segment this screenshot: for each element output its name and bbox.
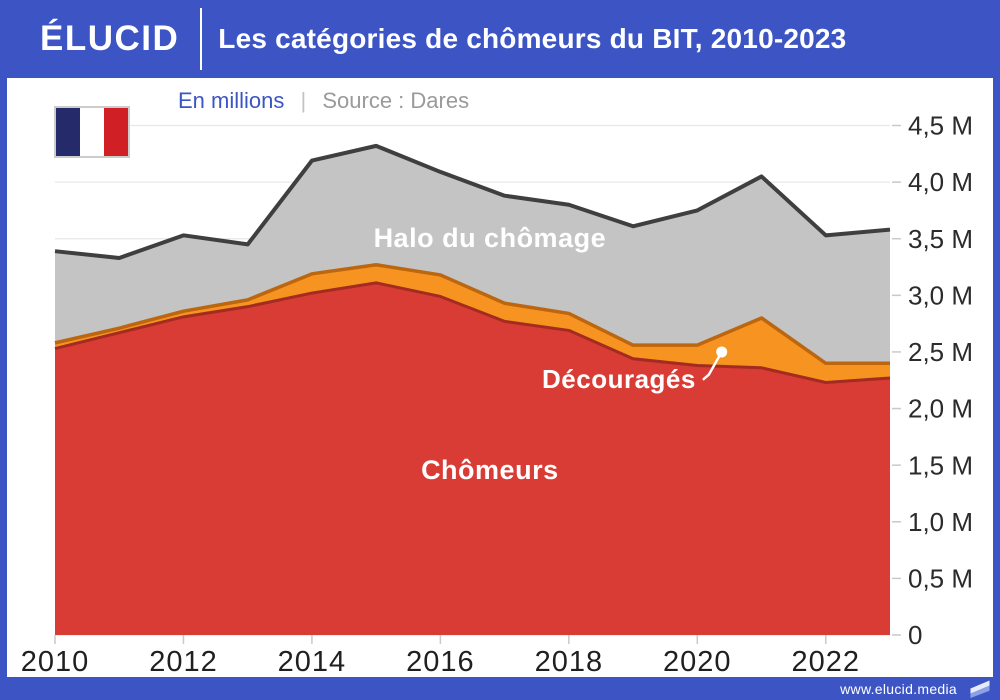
left-border [0, 0, 7, 700]
header-divider [200, 8, 203, 70]
area-3 [55, 145, 890, 364]
x-tick-label: 2010 [21, 646, 90, 678]
france-flag-icon [54, 106, 130, 158]
area-top-stroke [54, 263, 890, 366]
x-tick-label: 2018 [535, 646, 604, 678]
elucid-logo: ÉLUCID [40, 19, 180, 58]
y-tick-label: 4,0 M [908, 167, 973, 197]
series-label: Halo du chômage [374, 223, 607, 253]
footer-bar: www.elucid.media [0, 677, 1000, 700]
area-1 [55, 282, 890, 635]
annotation-dot [716, 346, 728, 358]
y-tick-label: 0,5 M [908, 563, 973, 593]
y-tick-label: 0 [908, 620, 922, 650]
source-label: Source : Dares [322, 88, 470, 113]
y-tick-label: 1,5 M [908, 450, 973, 480]
area-top-stroke [54, 143, 891, 260]
x-tick-label: 2014 [278, 646, 347, 678]
annotation-leader-line [702, 350, 723, 381]
y-tick-label: 3,5 M [908, 224, 973, 254]
y-tick-label: 2,5 M [908, 337, 973, 367]
x-tick-label: 2012 [149, 646, 218, 678]
header-bar: ÉLUCID Les catégories de chômeurs du BIT… [0, 0, 1000, 78]
x-tick-label: 2020 [663, 646, 732, 678]
elucid-flag-icon [970, 680, 990, 698]
x-tick-label: 2022 [792, 646, 861, 678]
x-tick-label: 2016 [406, 646, 475, 678]
series-label: Chômeurs [421, 455, 559, 485]
subtitle-separator: | [300, 88, 307, 113]
flag-stripe-white [80, 108, 104, 156]
y-tick-label: 2,0 M [908, 394, 973, 424]
flag-stripe-blue [56, 108, 80, 156]
area-top-stroke [54, 281, 891, 385]
unit-label: En millions [178, 88, 285, 113]
chart-subtitle: En millions | Source : Dares [178, 88, 469, 114]
y-tick-label: 4,5 M [908, 111, 973, 141]
y-tick-label: 3,0 M [908, 280, 973, 310]
right-border [993, 0, 1000, 700]
series-label: Découragés [542, 364, 696, 394]
y-tick-label: 1,0 M [908, 507, 973, 537]
flag-stripe-red [104, 108, 128, 156]
page-title: Les catégories de chômeurs du BIT, 2010-… [218, 23, 847, 54]
footer-url: www.elucid.media [840, 680, 957, 697]
